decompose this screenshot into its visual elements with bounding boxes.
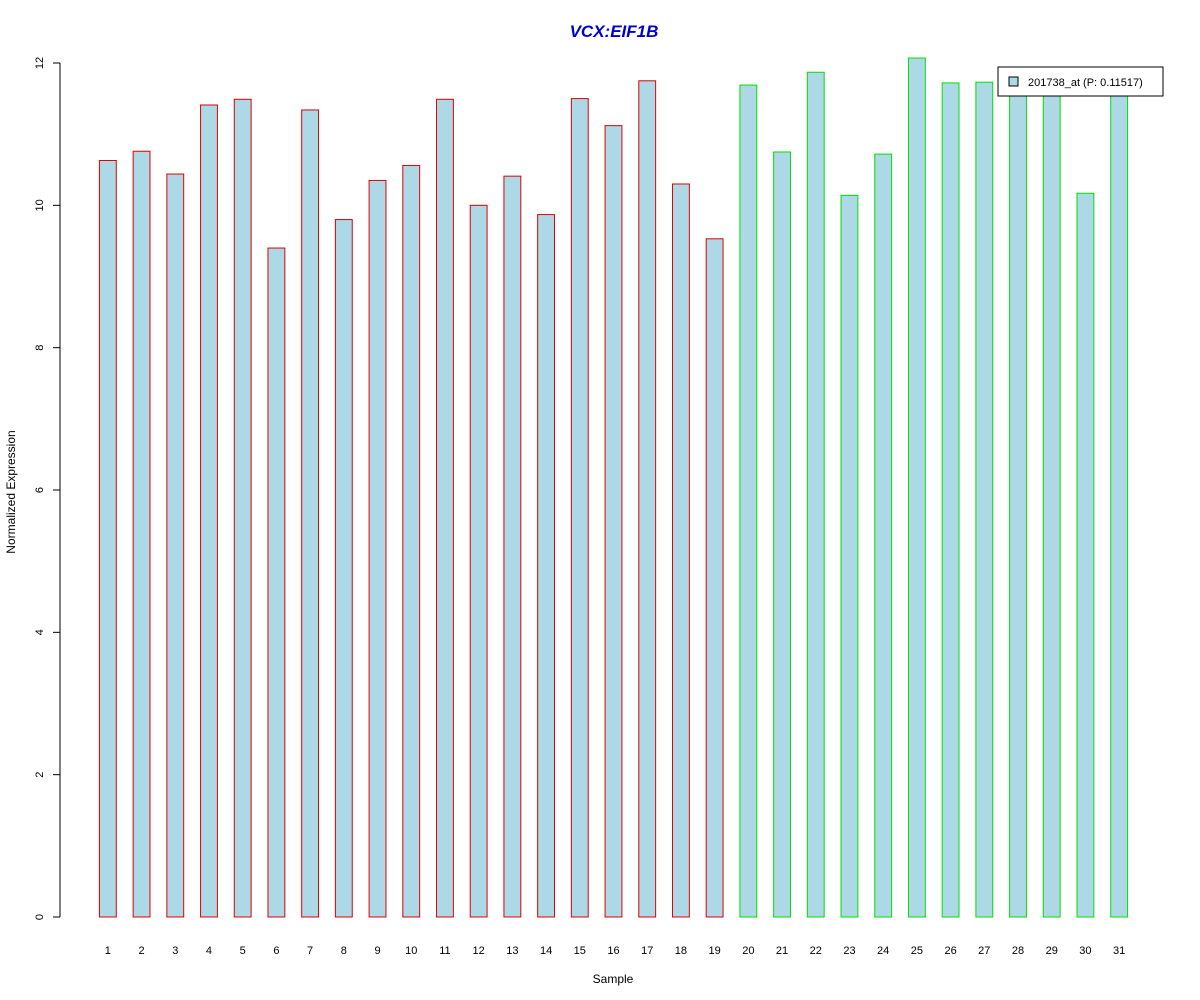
x-tick-label: 25 — [911, 945, 923, 957]
bar-sample-7 — [301, 109, 320, 918]
bar-sample-1 — [98, 159, 117, 918]
x-axis-label: Sample — [593, 972, 634, 986]
legend-swatch — [1008, 76, 1019, 87]
x-tick-label: 19 — [709, 945, 721, 957]
y-tick-label: 12 — [34, 57, 46, 69]
bar-sample-6 — [267, 247, 286, 918]
y-tick-label: 0 — [34, 914, 46, 920]
x-tick-label: 21 — [776, 945, 788, 957]
bar-sample-20 — [739, 84, 758, 918]
x-tick-label: 31 — [1113, 945, 1125, 957]
x-tick-label: 23 — [843, 945, 855, 957]
legend-box — [997, 66, 1164, 97]
y-tick-label: 10 — [34, 199, 46, 211]
y-axis: 0 2 4 6 8 10 12 — [34, 57, 61, 920]
x-tick-label: 29 — [1046, 945, 1058, 957]
x-tick-label: 1 — [105, 945, 111, 957]
bar-sample-14 — [537, 214, 556, 918]
x-tick-label: 30 — [1079, 945, 1091, 957]
x-tick-label: 10 — [405, 945, 417, 957]
y-tick-label: 4 — [34, 629, 46, 635]
x-tick-label: 17 — [641, 945, 653, 957]
x-tick-label: 16 — [607, 945, 619, 957]
bar-sample-19 — [705, 238, 724, 918]
bar-sample-29 — [1042, 88, 1061, 918]
bar-sample-17 — [638, 80, 657, 918]
bar-sample-18 — [671, 183, 690, 918]
x-tick-label: 12 — [473, 945, 485, 957]
x-tick-label: 7 — [307, 945, 313, 957]
bar-sample-5 — [233, 98, 252, 918]
y-tick-label: 8 — [34, 345, 46, 351]
x-tick-label: 9 — [374, 945, 380, 957]
bar-sample-10 — [402, 164, 421, 918]
x-tick-label: 5 — [240, 945, 246, 957]
bar-sample-12 — [469, 204, 488, 918]
x-tick-label: 2 — [139, 945, 145, 957]
bar-sample-30 — [1076, 192, 1095, 918]
x-tick-label: 11 — [439, 945, 450, 957]
chart-title: VCX:EIF1B — [570, 22, 659, 41]
x-tick-label: 15 — [574, 945, 586, 957]
x-tick-label: 20 — [742, 945, 754, 957]
x-tick-label: 18 — [675, 945, 687, 957]
bar-sample-31 — [1110, 86, 1129, 918]
bar-sample-15 — [570, 98, 589, 918]
bar-sample-9 — [368, 179, 387, 918]
bars-group — [98, 57, 1129, 918]
x-tick-label: 8 — [341, 945, 347, 957]
bar-sample-3 — [166, 173, 185, 918]
x-tick-label: 13 — [506, 945, 518, 957]
bar-sample-8 — [334, 219, 353, 918]
bar-sample-11 — [436, 98, 454, 918]
x-tick-label: 28 — [1012, 945, 1024, 957]
bar-sample-26 — [941, 82, 960, 918]
bar-sample-25 — [907, 57, 926, 918]
legend-label: 201738_at (P: 0.11517) — [1028, 77, 1143, 89]
bar-sample-13 — [503, 175, 522, 918]
bar-sample-2 — [132, 150, 151, 918]
y-tick-label: 6 — [34, 487, 46, 493]
x-tick-labels: 1 2 3 4 5 6 7 8 9 10 11 12 13 14 15 16 17 18 19 20 21 22 23 24 2… — [105, 945, 1125, 957]
bar-sample-23 — [840, 194, 859, 918]
bar-sample-21 — [773, 151, 791, 918]
x-tick-label: 22 — [810, 945, 822, 957]
x-tick-label: 4 — [206, 945, 212, 957]
y-tick-label: 2 — [34, 772, 46, 778]
y-axis-label: Normalized Expression — [4, 430, 18, 553]
x-tick-label: 3 — [172, 945, 178, 957]
bar-sample-28 — [1009, 89, 1027, 918]
bar-sample-16 — [604, 125, 623, 918]
bar-sample-22 — [806, 71, 825, 918]
bar-sample-24 — [874, 153, 893, 918]
x-tick-label: 6 — [273, 945, 279, 957]
bar-sample-27 — [975, 81, 994, 918]
x-tick-label: 14 — [540, 945, 552, 957]
legend: 201738_at (P: 0.11517) — [997, 66, 1164, 97]
x-tick-label: 27 — [978, 945, 990, 957]
bar-sample-4 — [200, 104, 218, 918]
x-tick-label: 26 — [944, 945, 956, 957]
x-tick-label: 24 — [877, 945, 889, 957]
